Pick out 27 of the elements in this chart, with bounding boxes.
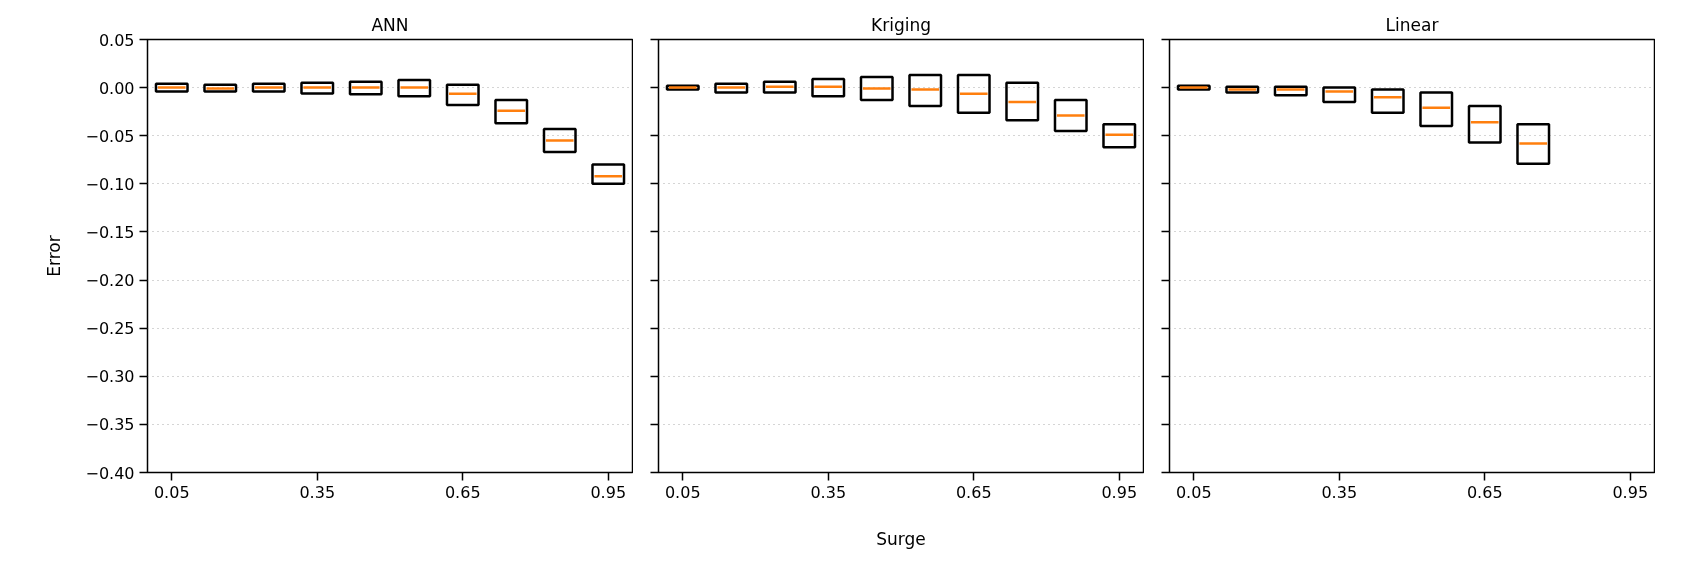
x-tick-label: 0.95 xyxy=(1101,482,1138,502)
x-axis-title: Surge xyxy=(876,528,926,549)
y-tick-label: −0.25 xyxy=(85,319,135,339)
x-tick-label: 0.95 xyxy=(1612,482,1649,502)
x-tick-label: 0.65 xyxy=(444,482,481,502)
y-tick-label: 0.00 xyxy=(98,78,135,98)
y-tick-label: −0.40 xyxy=(85,463,135,483)
y-axis-title: Error xyxy=(44,235,65,277)
x-tick-label: 0.05 xyxy=(664,482,701,502)
y-tick-label: −0.20 xyxy=(85,271,135,291)
chart-title: ANN xyxy=(371,14,409,35)
y-tick-label: −0.05 xyxy=(85,126,135,146)
y-tick-label: 0.05 xyxy=(98,30,135,50)
chart-title: Kriging xyxy=(871,14,931,35)
y-tick-label: −0.10 xyxy=(85,174,135,194)
chart-title: Linear xyxy=(1385,14,1439,35)
x-tick-label: 0.35 xyxy=(1321,482,1358,502)
y-tick-label: −0.15 xyxy=(85,222,135,242)
x-tick-label: 0.05 xyxy=(1175,482,1212,502)
x-tick-label: 0.65 xyxy=(955,482,992,502)
y-tick-label: −0.30 xyxy=(85,367,135,387)
x-tick-label: 0.35 xyxy=(299,482,336,502)
x-tick-label: 0.65 xyxy=(1466,482,1503,502)
x-tick-label: 0.95 xyxy=(590,482,627,502)
y-tick-label: −0.35 xyxy=(85,415,135,435)
x-tick-label: 0.05 xyxy=(153,482,190,502)
x-tick-label: 0.35 xyxy=(810,482,847,502)
